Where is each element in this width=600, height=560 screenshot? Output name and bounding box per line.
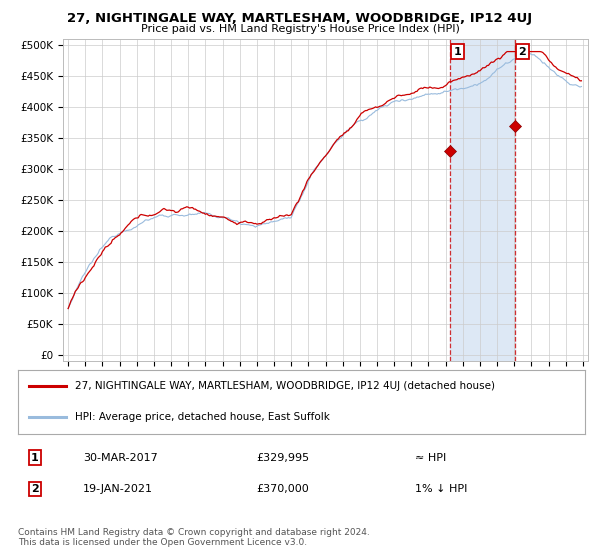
Text: £329,995: £329,995 [256,452,309,463]
Text: Price paid vs. HM Land Registry's House Price Index (HPI): Price paid vs. HM Land Registry's House … [140,24,460,34]
Text: Contains HM Land Registry data © Crown copyright and database right 2024.
This d: Contains HM Land Registry data © Crown c… [18,528,370,547]
Text: 2: 2 [31,484,39,494]
Text: 27, NIGHTINGALE WAY, MARTLESHAM, WOODBRIDGE, IP12 4UJ: 27, NIGHTINGALE WAY, MARTLESHAM, WOODBRI… [67,12,533,25]
Text: 2: 2 [518,46,526,57]
Bar [450,39,515,361]
Text: 30-MAR-2017: 30-MAR-2017 [83,452,158,463]
Text: ≈ HPI: ≈ HPI [415,452,446,463]
Text: 1: 1 [454,46,461,57]
Text: HPI: Average price, detached house, East Suffolk: HPI: Average price, detached house, East… [75,412,329,422]
Text: 19-JAN-2021: 19-JAN-2021 [83,484,153,494]
Text: £370,000: £370,000 [256,484,309,494]
Text: 1% ↓ HPI: 1% ↓ HPI [415,484,467,494]
Text: 27, NIGHTINGALE WAY, MARTLESHAM, WOODBRIDGE, IP12 4UJ (detached house): 27, NIGHTINGALE WAY, MARTLESHAM, WOODBRI… [75,381,494,391]
Text: 1: 1 [31,452,39,463]
